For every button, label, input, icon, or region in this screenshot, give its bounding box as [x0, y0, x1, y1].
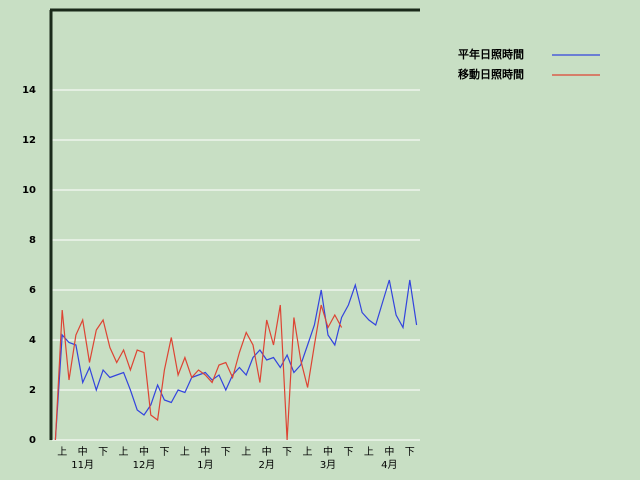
month-label: 2月	[258, 459, 274, 471]
x-tick-label: 中	[384, 445, 394, 458]
x-tick-label: 上	[364, 446, 374, 458]
legend-label: 移動日照時間	[458, 67, 524, 81]
month-label: 3月	[320, 459, 336, 471]
y-tick-label: 12	[22, 135, 36, 146]
x-tick-label: 上	[303, 446, 313, 458]
month-label: 1月	[197, 459, 213, 471]
x-tick-label: 下	[343, 447, 353, 458]
y-tick-label: 0	[29, 435, 36, 446]
x-tick-label: 上	[241, 446, 251, 458]
x-tick-label: 上	[57, 446, 67, 458]
x-tick-label: 下	[221, 447, 231, 458]
y-tick-label: 4	[29, 335, 36, 346]
x-tick-label: 中	[262, 445, 272, 458]
x-tick-label: 下	[282, 447, 292, 458]
y-tick-label: 6	[29, 285, 36, 296]
y-tick-label: 14	[22, 85, 36, 96]
x-tick-label: 下	[98, 447, 108, 458]
y-tick-label: 8	[29, 235, 36, 246]
y-tick-label: 2	[29, 385, 36, 396]
y-tick-label: 10	[22, 185, 36, 196]
legend-label: 平年日照時間	[458, 47, 524, 61]
x-tick-label: 中	[139, 445, 149, 458]
x-tick-label: 中	[200, 445, 210, 458]
x-tick-label: 中	[78, 445, 88, 458]
x-tick-label: 下	[405, 447, 415, 458]
series-line	[54, 304, 343, 441]
x-tick-label: 上	[180, 446, 190, 458]
month-label: 11月	[71, 459, 94, 471]
month-label: 4月	[381, 459, 397, 471]
month-label: 12月	[133, 459, 156, 471]
x-tick-label: 下	[159, 447, 169, 458]
x-tick-label: 中	[323, 445, 333, 458]
series-line	[54, 279, 418, 441]
x-tick-label: 上	[119, 446, 129, 458]
